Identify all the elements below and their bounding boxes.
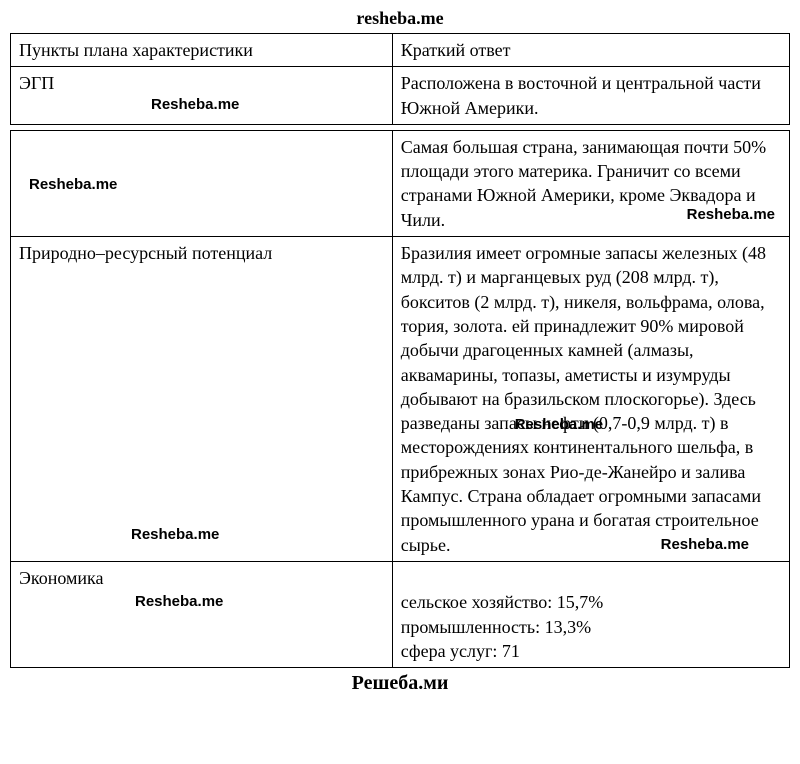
cell-egp-right: Расположена в восточной и центральной ча… [392, 67, 789, 125]
cell-text: Расположена в восточной и центральной ча… [401, 73, 761, 117]
cell-text: Природно–ресурсный потенциал [19, 243, 272, 263]
table-row: Природно–ресурсный потенциал Resheba.me … [11, 237, 790, 562]
cell-text: Самая большая страна, занимающая почти 5… [401, 137, 766, 230]
cell-resources-left: Природно–ресурсный потенциал Resheba.me [11, 237, 393, 562]
watermark-inline: Resheba.me [661, 535, 749, 555]
cell-economy-right: сельское хозяйство: 15,7% промышленность… [392, 561, 789, 667]
cell-text: Бразилия имеет огромные запасы железных … [401, 243, 766, 555]
table-row: ЭГП Resheba.me Расположена в восточной и… [11, 67, 790, 125]
cell-economy-left: Экономика Resheba.me [11, 561, 393, 667]
watermark-inline: Resheba.me [135, 592, 223, 612]
header-cell-left: Пункты плана характеристики [11, 34, 393, 67]
header-cell-right: Краткий ответ [392, 34, 789, 67]
watermark-inline: Resheba.me [131, 525, 219, 545]
cell-country-left: Resheba.me [11, 130, 393, 236]
table-row: Resheba.me Самая большая страна, занимаю… [11, 130, 790, 236]
top-watermark: resheba.me [10, 8, 790, 29]
bottom-watermark: Решеба.ми [10, 672, 790, 695]
watermark-inline: Resheba.me [151, 95, 239, 115]
cell-text: ЭГП [19, 73, 54, 93]
cell-resources-right: Бразилия имеет огромные запасы железных … [392, 237, 789, 562]
cell-egp-left: ЭГП Resheba.me [11, 67, 393, 125]
watermark-inline: Resheba.me [687, 205, 775, 225]
cell-text: Экономика [19, 568, 104, 588]
table-row: Экономика Resheba.me сельское хозяйство:… [11, 561, 790, 667]
characteristics-table: Пункты плана характеристики Краткий отве… [10, 33, 790, 668]
cell-text: сельское хозяйство: 15,7% промышленность… [401, 592, 603, 661]
table-header-row: Пункты плана характеристики Краткий отве… [11, 34, 790, 67]
watermark-inline: Resheba.me [29, 175, 117, 195]
cell-country-right: Самая большая страна, занимающая почти 5… [392, 130, 789, 236]
